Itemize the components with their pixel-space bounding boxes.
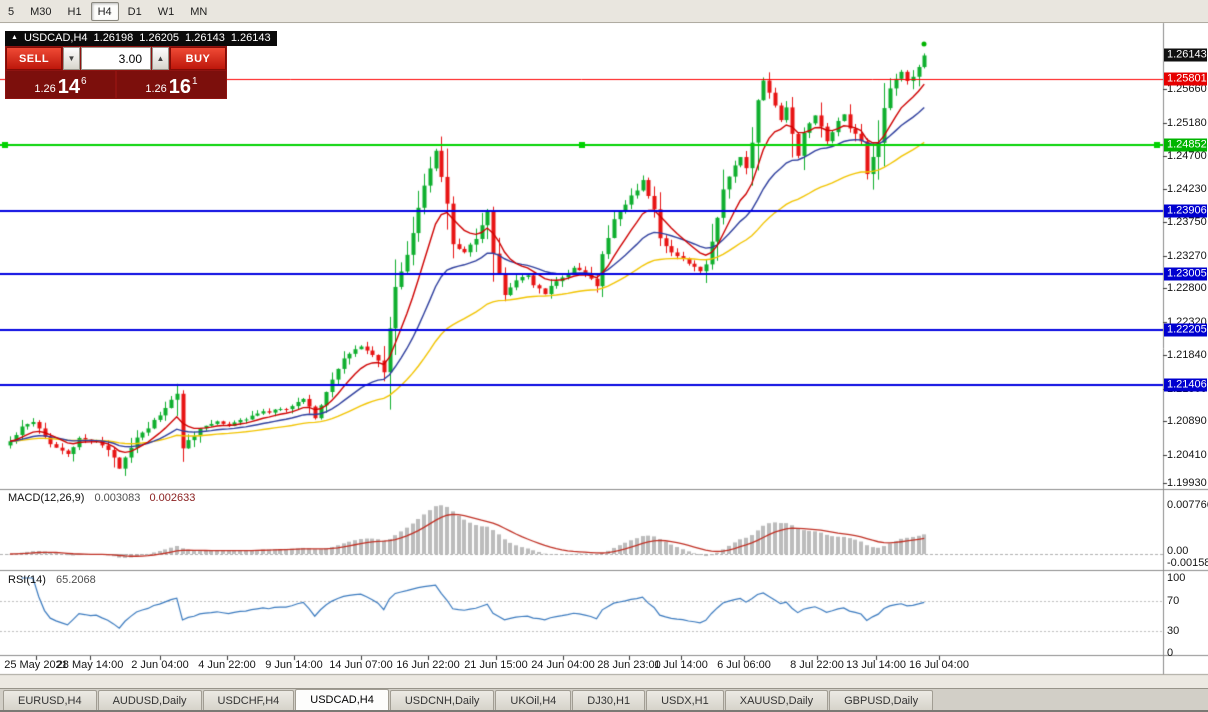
- buy-price-prefix: 1.26: [145, 83, 167, 95]
- trade-panel-controls: SELL ▼ 3.00 ▲ BUY: [6, 47, 226, 70]
- rsi-value: 65.2068: [55, 574, 96, 586]
- timeframe-toolbar: 5 M30 H1 H4 D1 W1 MN: [0, 0, 1208, 23]
- ohlc-high: 1.26205: [139, 32, 180, 44]
- chart-tab-usdx-h1[interactable]: USDX,H1: [646, 690, 724, 710]
- ohlc-symbol: USDCAD,H4: [23, 32, 88, 44]
- sell-price-sup: 6: [81, 76, 87, 87]
- timeframe-button-m30[interactable]: M30: [30, 5, 52, 18]
- ohlc-low: 1.26143: [185, 32, 225, 44]
- timeframe-button-d1[interactable]: D1: [127, 5, 142, 18]
- chart-tab-usdcad-h4[interactable]: USDCAD,H4: [295, 689, 389, 710]
- buy-price[interactable]: 1.26 16 1: [117, 71, 226, 98]
- chart-tab-gbpusd-daily[interactable]: GBPUSD,Daily: [829, 690, 934, 710]
- lot-up-button[interactable]: ▲: [152, 47, 169, 70]
- chart-tab-usdcnh-daily[interactable]: USDCNH,Daily: [389, 690, 495, 710]
- one-click-trading-panel: SELL ▼ 3.00 ▲ BUY 1.26 14 6 1.26 16 1: [5, 46, 227, 99]
- macd-signal-value: 0.002633: [149, 492, 196, 504]
- lot-down-button[interactable]: ▼: [63, 47, 80, 70]
- symbol-marker-icon: ▲: [11, 34, 18, 41]
- ohlc-header: ▲ USDCAD,H4 1.26198 1.26205 1.26143 1.26…: [5, 31, 277, 46]
- timeframe-button-mn[interactable]: MN: [190, 5, 208, 18]
- lot-size-input[interactable]: 3.00: [81, 47, 151, 70]
- ohlc-open: 1.26198: [93, 32, 134, 44]
- window-bottom-edge: [0, 710, 1208, 712]
- chart-tab-eurusd-h4[interactable]: EURUSD,H4: [3, 690, 97, 710]
- trade-panel-prices: 1.26 14 6 1.26 16 1: [6, 71, 226, 98]
- chevron-up-icon: ▲: [156, 54, 165, 63]
- macd-indicator-label: MACD(12,26,9) 0.003083 0.002633: [8, 492, 195, 504]
- ohlc-close: 1.26143: [230, 32, 271, 44]
- sell-price[interactable]: 1.26 14 6: [6, 71, 115, 98]
- macd-name: MACD(12,26,9): [8, 492, 85, 504]
- chart-tab-ukoil-h4[interactable]: UKOil,H4: [495, 690, 572, 710]
- timeframe-button-5[interactable]: 5: [8, 5, 15, 18]
- macd-main-value: 0.003083: [94, 492, 141, 504]
- buy-price-big: 16: [168, 76, 192, 98]
- buy-price-sup: 1: [192, 76, 198, 87]
- rsi-indicator-label: RSI(14) 65.2068: [8, 574, 96, 586]
- chart-tab-dj30-h1[interactable]: DJ30,H1: [572, 690, 646, 710]
- sell-button[interactable]: SELL: [6, 47, 62, 70]
- timeframe-button-w1[interactable]: W1: [157, 5, 175, 18]
- chart-tab-bar: EURUSD,H4 AUDUSD,Daily USDCHF,H4 USDCAD,H4 U…: [0, 688, 1208, 710]
- buy-button[interactable]: BUY: [170, 47, 226, 70]
- chart-tab-xauusd-daily[interactable]: XAUUSD,Daily: [724, 690, 829, 710]
- chart-tab-audusd-daily[interactable]: AUDUSD,Daily: [97, 690, 202, 710]
- timeframe-button-h4[interactable]: H4: [90, 1, 119, 21]
- chart-tab-usdchf-h4[interactable]: USDCHF,H4: [202, 690, 295, 710]
- price-chart-canvas[interactable]: [0, 0, 1208, 688]
- chevron-down-icon: ▼: [67, 54, 76, 63]
- sell-price-big: 14: [57, 76, 81, 98]
- sell-price-prefix: 1.26: [34, 83, 56, 95]
- timeframe-button-h1[interactable]: H1: [67, 5, 82, 18]
- rsi-name: RSI(14): [8, 574, 46, 586]
